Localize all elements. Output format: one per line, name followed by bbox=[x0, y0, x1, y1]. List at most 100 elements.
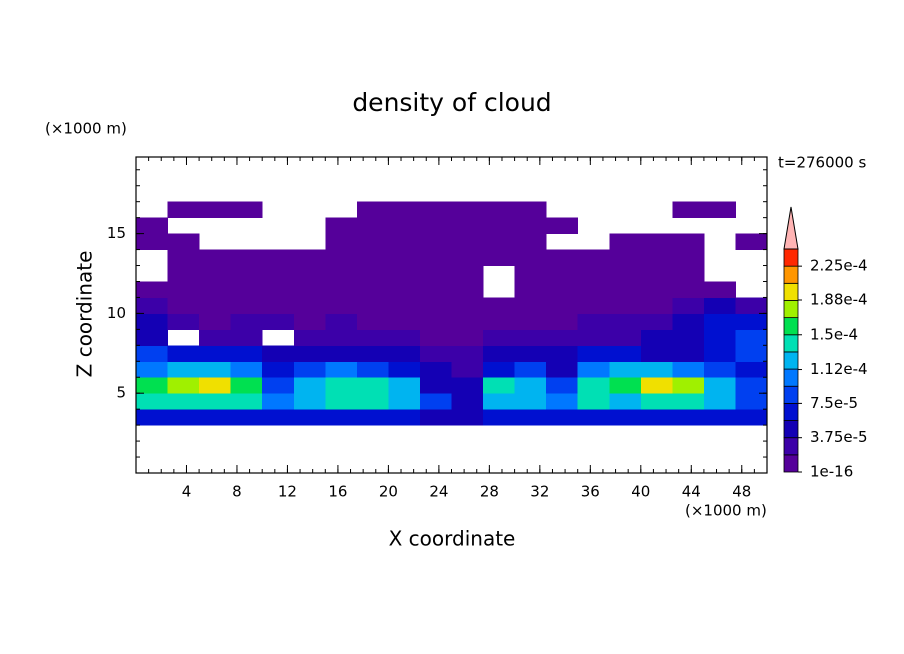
contour-cell bbox=[136, 217, 169, 235]
contour-cell bbox=[419, 281, 452, 298]
contour-cell bbox=[262, 361, 295, 378]
contour-cell bbox=[672, 249, 705, 267]
colorbar-tick-label: 7.5e-5 bbox=[810, 394, 858, 412]
colorbar-band bbox=[783, 402, 799, 421]
contour-cell bbox=[672, 377, 705, 394]
contour-cell bbox=[672, 201, 705, 219]
contour-cell bbox=[577, 345, 610, 362]
contour-cell bbox=[419, 265, 452, 282]
contour-cell bbox=[356, 329, 389, 346]
contour-cell bbox=[735, 409, 768, 426]
contour-cell bbox=[262, 345, 295, 362]
contour-cell bbox=[609, 249, 642, 267]
x-tick-label: 16 bbox=[328, 483, 347, 501]
contour-cell bbox=[199, 201, 232, 219]
contour-cell bbox=[577, 377, 610, 394]
contour-cell bbox=[735, 233, 768, 251]
contour-cell bbox=[577, 265, 610, 282]
contour-cell bbox=[388, 393, 421, 410]
contour-cell bbox=[483, 361, 516, 378]
contour-cell bbox=[609, 313, 642, 330]
contour-cell bbox=[262, 393, 295, 410]
contour-cell bbox=[293, 281, 326, 298]
contour-cell bbox=[293, 249, 326, 267]
contour-cell bbox=[483, 249, 516, 267]
contour-cell bbox=[735, 329, 768, 346]
contour-cell bbox=[514, 201, 547, 219]
contour-cell bbox=[451, 393, 484, 410]
contour-cell bbox=[672, 361, 705, 378]
contour-cell bbox=[514, 329, 547, 346]
contour-cell bbox=[325, 313, 358, 330]
contour-cell bbox=[419, 393, 452, 410]
contour-cell bbox=[609, 297, 642, 314]
contour-cell bbox=[199, 249, 232, 267]
contour-cell bbox=[136, 361, 169, 378]
contour-cell bbox=[167, 361, 200, 378]
contour-cell bbox=[609, 233, 642, 251]
contour-cell bbox=[419, 201, 452, 219]
contour-cell bbox=[325, 217, 358, 235]
colorbar-extend bbox=[783, 206, 799, 250]
colorbar-band bbox=[783, 317, 799, 336]
contour-cell bbox=[546, 313, 579, 330]
contour-cell bbox=[230, 297, 263, 314]
contour-cell bbox=[451, 249, 484, 267]
contour-cell bbox=[388, 297, 421, 314]
contour-cell bbox=[136, 409, 169, 426]
contour-cell bbox=[577, 361, 610, 378]
contour-cell bbox=[577, 249, 610, 267]
contour-cell bbox=[325, 281, 358, 298]
x-tick-label: 12 bbox=[278, 483, 297, 501]
contour-cell bbox=[609, 345, 642, 362]
contour-cell bbox=[609, 361, 642, 378]
contour-cell bbox=[167, 249, 200, 267]
colorbar-tick-label: 1.12e-4 bbox=[810, 360, 868, 378]
contour-cell bbox=[167, 377, 200, 394]
contour-cell bbox=[262, 265, 295, 282]
contour-cell bbox=[672, 297, 705, 314]
contour-cell bbox=[703, 281, 736, 298]
contour-cell bbox=[609, 377, 642, 394]
contour-cell bbox=[293, 329, 326, 346]
contour-cell bbox=[514, 265, 547, 282]
contour-cell bbox=[640, 409, 673, 426]
colorbar-band bbox=[783, 351, 799, 370]
contour-cell bbox=[325, 265, 358, 282]
contour-cell bbox=[577, 313, 610, 330]
contour-cell bbox=[483, 217, 516, 235]
contour-cell bbox=[388, 329, 421, 346]
contour-cell bbox=[451, 201, 484, 219]
contour-cell bbox=[230, 409, 263, 426]
contour-cell bbox=[262, 409, 295, 426]
x-tick-label: 20 bbox=[379, 483, 398, 501]
contour-cell bbox=[703, 345, 736, 362]
contour-cell bbox=[483, 297, 516, 314]
colorbar-tick-label: 1.5e-4 bbox=[810, 325, 858, 343]
contour-cell bbox=[640, 361, 673, 378]
contour-cell bbox=[167, 393, 200, 410]
contour-cell bbox=[293, 345, 326, 362]
contour-cell bbox=[262, 281, 295, 298]
contour-cell bbox=[356, 297, 389, 314]
contour-cell bbox=[483, 345, 516, 362]
contour-cell bbox=[230, 281, 263, 298]
annotation: t=276000 s bbox=[778, 154, 866, 172]
contour-cell bbox=[325, 409, 358, 426]
contour-cell bbox=[546, 393, 579, 410]
contour-cell bbox=[356, 393, 389, 410]
contour-cell bbox=[230, 201, 263, 219]
x-axis-label: X coordinate bbox=[389, 527, 516, 551]
contour-cell bbox=[451, 313, 484, 330]
contour-cell bbox=[640, 281, 673, 298]
contour-cell bbox=[199, 297, 232, 314]
colorbar-band bbox=[783, 437, 799, 456]
contour-cell bbox=[356, 377, 389, 394]
contour-cell bbox=[703, 313, 736, 330]
contour-cell bbox=[546, 297, 579, 314]
contour-cell bbox=[514, 281, 547, 298]
contour-cell bbox=[388, 409, 421, 426]
contour-cell bbox=[672, 345, 705, 362]
y-tick-label: 5 bbox=[116, 384, 126, 402]
contour-cell bbox=[230, 249, 263, 267]
